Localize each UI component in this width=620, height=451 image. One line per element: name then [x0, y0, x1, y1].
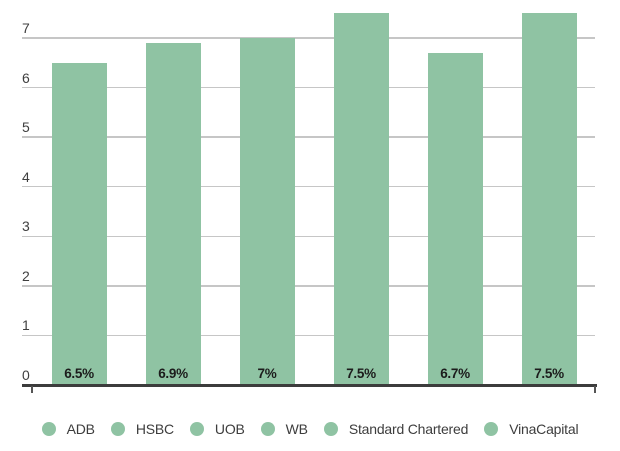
legend: ADB HSBC UOB WB Standard Chartered VinaCapita…	[0, 414, 620, 444]
bar-hsbc[interactable]: 6.9%	[145, 42, 201, 385]
x-axis-tick-right	[594, 386, 596, 393]
legend-label: UOB	[214, 421, 245, 437]
bar-uob[interactable]: 7%	[239, 38, 295, 385]
legend-label: WB	[285, 421, 308, 437]
legend-item-wb[interactable]: WB	[260, 421, 308, 437]
legend-swatch-icon	[260, 422, 275, 436]
x-axis-tick-left	[31, 386, 33, 393]
y-axis-tick-label-6: 6	[22, 69, 30, 86]
bar-value-label: 6.9%	[158, 365, 188, 381]
gridline-4	[22, 185, 595, 188]
y-axis-tick-label-3: 3	[22, 218, 30, 235]
gridline-5	[22, 136, 595, 138]
bar-adb[interactable]: 6.5%	[51, 62, 107, 385]
y-axis-tick-label-2: 2	[22, 267, 30, 284]
legend-swatch-icon	[41, 422, 56, 436]
gridline-7	[22, 37, 595, 39]
bar-value-label: 7%	[257, 366, 277, 381]
bar-vinacapital[interactable]: 7.5%	[521, 13, 577, 385]
legend-item-hsbc[interactable]: HSBC	[110, 421, 174, 437]
legend-swatch-icon	[484, 422, 499, 436]
legend-swatch-icon	[110, 422, 125, 436]
legend-label: ADB	[66, 421, 95, 437]
legend-item-adb[interactable]: ADB	[41, 421, 95, 437]
y-axis-tick-label-7: 7	[22, 20, 30, 36]
y-axis-tick-label-4: 4	[22, 168, 30, 185]
y-axis-tick-label-1: 1	[22, 317, 30, 334]
legend-label: HSBC	[135, 421, 174, 437]
bar-value-label: 7.5%	[534, 365, 564, 381]
legend-label: Standard Chartered	[348, 421, 469, 437]
bar-wb[interactable]: 7.5%	[333, 13, 389, 385]
bar-value-label: 7.5%	[346, 365, 376, 381]
gridline-1	[22, 334, 595, 337]
legend-item-standard-chartered[interactable]: Standard Chartered	[323, 421, 469, 437]
bar-value-label: 6.7%	[440, 365, 470, 381]
plot-area: 0 1 2 3 4 5 6 7 6.5% 6.9% 7% 7.5% 6.7% 7.5%	[22, 13, 597, 393]
legend-swatch-icon	[323, 422, 338, 436]
x-axis-line	[22, 384, 597, 387]
gridline-2	[22, 285, 595, 287]
bar-standard-chartered[interactable]: 6.7%	[427, 52, 483, 385]
legend-label: VinaCapital	[509, 421, 579, 437]
bar-value-label: 6.5%	[64, 365, 94, 381]
gridline-3	[22, 235, 595, 238]
legend-item-vinacapital[interactable]: VinaCapital	[484, 421, 579, 437]
legend-swatch-icon	[189, 422, 204, 436]
y-axis-tick-label-0: 0	[22, 367, 30, 383]
legend-item-uob[interactable]: UOB	[189, 421, 245, 437]
y-axis-tick-label-5: 5	[22, 119, 30, 136]
gridline-6	[22, 86, 595, 89]
